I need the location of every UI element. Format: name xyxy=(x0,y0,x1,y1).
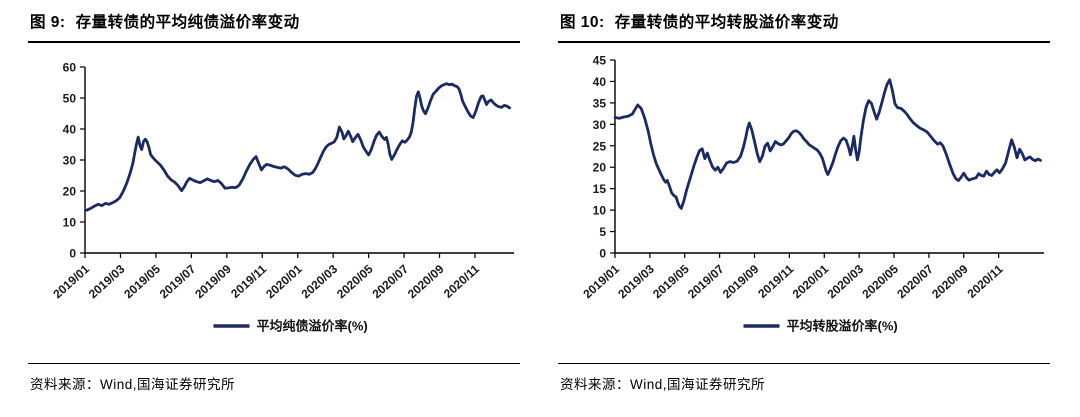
x-tick-label: 2020/01 xyxy=(790,262,832,302)
x-tick-label: 2019/01 xyxy=(580,262,622,302)
data-line xyxy=(613,78,1042,210)
axis-lines xyxy=(84,67,514,254)
y-tick-label: 20 xyxy=(63,185,77,199)
figure-title-text: 存量转债的平均纯债溢价率变动 xyxy=(75,14,300,31)
x-tick-label: 2020/09 xyxy=(929,262,971,302)
x-tick-label: 2020/11 xyxy=(441,262,482,301)
line-chart-conversion-premium: 0510152025303540452019/012019/032019/052… xyxy=(580,54,1044,334)
legend-label: 平均转股溢价率(%) xyxy=(787,319,898,334)
x-tick-label: 2019/03 xyxy=(615,262,657,302)
x-tick-label: 2020/03 xyxy=(825,262,867,302)
x-tick-label: 2019/11 xyxy=(228,262,269,301)
figure-title: 图 9: 存量转债的平均纯债溢价率变动 xyxy=(28,6,520,43)
x-tick-label: 2019/11 xyxy=(755,262,796,301)
x-tick-label: 2020/05 xyxy=(859,262,901,302)
y-tick-label: 45 xyxy=(593,54,607,68)
x-tick-label: 2020/03 xyxy=(299,262,341,302)
figure-panel-9: 图 9: 存量转债的平均纯债溢价率变动 0 10 20 30 40 50 60 2019/01 2… xyxy=(28,6,520,393)
y-tick-label: 40 xyxy=(593,75,607,89)
figure-title: 图 10: 存量转债的平均转股溢价率变动 xyxy=(558,6,1050,43)
x-tick-label: 2020/07 xyxy=(894,262,936,302)
x-tick-label: 2020/01 xyxy=(263,262,305,302)
y-tick-label: 0 xyxy=(69,247,76,261)
line-chart-pure-bond-premium: 01020304050602019/012019/032019/052019/0… xyxy=(50,61,514,334)
x-tick-label: 2019/09 xyxy=(192,262,234,302)
source-note: 资料来源：Wind,国海证券研究所 xyxy=(28,363,520,393)
x-tick-label: 2020/07 xyxy=(369,262,411,302)
x-tick-label: 2020/09 xyxy=(405,262,447,302)
x-tick-label: 2019/05 xyxy=(121,262,163,302)
x-tick-label: 2019/03 xyxy=(86,262,128,302)
x-tick-label: 2019/09 xyxy=(720,262,762,302)
x-tick-label: 2019/07 xyxy=(157,262,199,302)
y-tick-label: 35 xyxy=(593,96,607,110)
y-tick-label: 60 xyxy=(63,61,77,75)
y-tick-label: 10 xyxy=(63,216,77,230)
figure-number-label: 图 9: xyxy=(30,14,66,31)
y-tick-label: 20 xyxy=(593,161,607,175)
y-tick-label: 40 xyxy=(63,123,77,137)
y-tick-label: 10 xyxy=(593,204,607,218)
legend-label: 平均纯债溢价率(%) xyxy=(257,319,368,334)
x-tick-label: 2020/05 xyxy=(334,262,376,302)
y-tick-label: 50 xyxy=(63,92,77,106)
y-tick-label: 30 xyxy=(593,118,607,132)
x-tick-label: 2019/05 xyxy=(650,262,692,302)
x-tick-label: 2019/01 xyxy=(50,262,92,302)
x-tick-label: 2020/11 xyxy=(965,262,1006,301)
figure-title-text: 存量转债的平均转股溢价率变动 xyxy=(614,14,839,31)
data-line xyxy=(85,82,512,212)
x-tick-label: 2019/07 xyxy=(685,262,727,302)
y-tick-label: 0 xyxy=(599,247,606,261)
axis-lines xyxy=(614,60,1044,254)
y-tick-label: 30 xyxy=(63,154,77,168)
figure-number-label: 图 10: xyxy=(560,14,605,31)
y-tick-label: 5 xyxy=(599,225,606,239)
figure-panel-10: 图 10: 存量转债的平均转股溢价率变动 0 5 10 15 20 25 30 35 40 45 20… xyxy=(558,6,1050,393)
y-tick-label: 25 xyxy=(593,139,607,153)
y-tick-label: 15 xyxy=(593,182,607,196)
source-note: 资料来源：Wind,国海证券研究所 xyxy=(558,363,1050,393)
